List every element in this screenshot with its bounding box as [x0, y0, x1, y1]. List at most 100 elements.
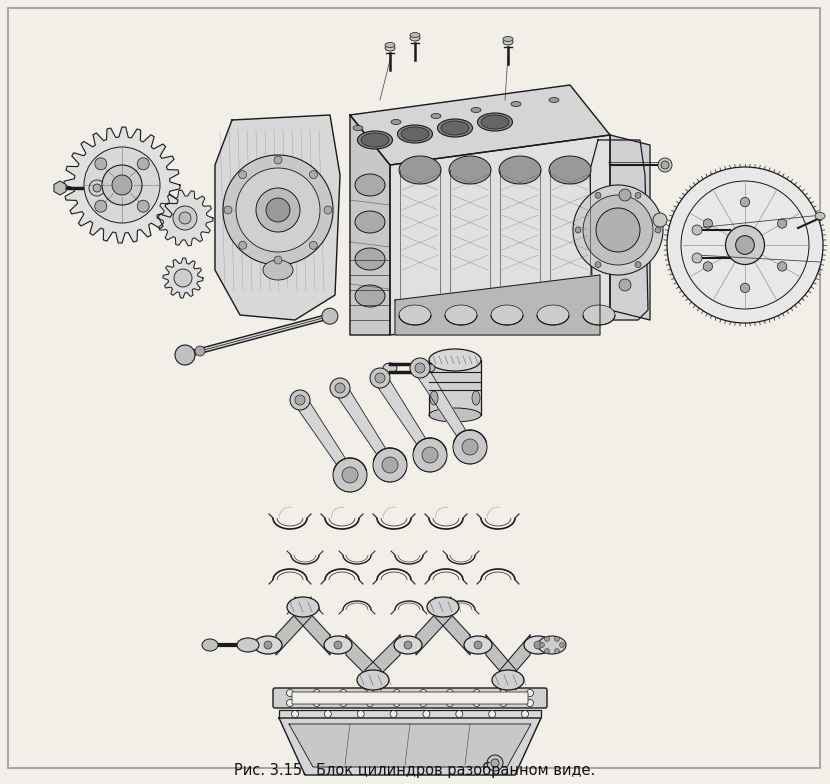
Ellipse shape [394, 636, 422, 654]
Polygon shape [435, 597, 470, 655]
Polygon shape [215, 115, 340, 320]
Circle shape [393, 689, 400, 696]
Circle shape [334, 641, 342, 649]
Circle shape [239, 241, 247, 249]
Circle shape [330, 378, 350, 398]
Polygon shape [374, 374, 434, 458]
Circle shape [447, 689, 453, 696]
Ellipse shape [398, 125, 432, 143]
Ellipse shape [355, 285, 385, 307]
Circle shape [95, 200, 107, 212]
Polygon shape [390, 135, 610, 335]
Circle shape [703, 262, 712, 271]
Ellipse shape [449, 156, 491, 184]
Ellipse shape [491, 305, 523, 325]
Circle shape [370, 368, 390, 388]
Circle shape [544, 648, 549, 654]
Ellipse shape [511, 101, 521, 107]
Circle shape [375, 373, 385, 383]
Polygon shape [295, 597, 330, 655]
Circle shape [473, 699, 481, 706]
Ellipse shape [583, 305, 615, 325]
Circle shape [339, 699, 347, 706]
Circle shape [619, 234, 631, 246]
Circle shape [137, 158, 149, 170]
Ellipse shape [472, 391, 480, 405]
Circle shape [554, 648, 559, 654]
Circle shape [333, 458, 367, 492]
Circle shape [423, 710, 430, 717]
Circle shape [404, 641, 412, 649]
Circle shape [491, 759, 499, 767]
Circle shape [325, 710, 331, 717]
Ellipse shape [287, 597, 319, 617]
Circle shape [473, 689, 481, 696]
Circle shape [415, 363, 425, 373]
Circle shape [256, 188, 300, 232]
Ellipse shape [357, 670, 389, 690]
Circle shape [595, 192, 601, 198]
Circle shape [554, 637, 559, 641]
Bar [429, 360, 481, 415]
Circle shape [692, 253, 702, 263]
Polygon shape [416, 597, 451, 655]
Ellipse shape [492, 670, 524, 690]
Ellipse shape [445, 305, 477, 325]
Circle shape [295, 395, 305, 405]
Ellipse shape [427, 597, 459, 617]
Ellipse shape [477, 113, 512, 131]
Ellipse shape [430, 391, 438, 405]
Ellipse shape [441, 121, 469, 135]
Ellipse shape [537, 305, 569, 325]
Ellipse shape [815, 212, 825, 220]
Ellipse shape [429, 349, 481, 371]
Polygon shape [334, 384, 394, 468]
Ellipse shape [471, 107, 481, 112]
Circle shape [456, 710, 463, 717]
Circle shape [526, 689, 534, 696]
Circle shape [342, 467, 358, 483]
Circle shape [179, 212, 191, 224]
Ellipse shape [358, 131, 393, 149]
FancyBboxPatch shape [292, 692, 528, 704]
Ellipse shape [549, 97, 559, 103]
Circle shape [291, 710, 299, 717]
Circle shape [422, 447, 438, 463]
Circle shape [500, 699, 507, 706]
Polygon shape [590, 140, 648, 320]
Circle shape [102, 165, 142, 205]
Ellipse shape [549, 156, 591, 184]
Ellipse shape [538, 636, 566, 654]
Ellipse shape [263, 260, 293, 280]
Circle shape [266, 198, 290, 222]
Circle shape [310, 171, 317, 179]
Circle shape [559, 643, 564, 648]
Circle shape [740, 283, 749, 292]
Circle shape [635, 262, 641, 267]
Circle shape [661, 161, 669, 169]
Circle shape [367, 699, 374, 706]
Circle shape [324, 206, 332, 214]
Circle shape [313, 689, 320, 696]
Polygon shape [276, 597, 311, 655]
Ellipse shape [410, 35, 420, 41]
Circle shape [313, 699, 320, 706]
Circle shape [667, 167, 823, 323]
Ellipse shape [254, 636, 282, 654]
Circle shape [195, 346, 205, 356]
Circle shape [544, 637, 549, 641]
Circle shape [489, 710, 496, 717]
Circle shape [357, 710, 364, 717]
FancyBboxPatch shape [273, 688, 547, 708]
Circle shape [420, 699, 427, 706]
Circle shape [474, 641, 482, 649]
Ellipse shape [410, 32, 420, 38]
Ellipse shape [324, 636, 352, 654]
Circle shape [619, 279, 631, 291]
Circle shape [223, 155, 333, 265]
Circle shape [595, 262, 601, 267]
Circle shape [322, 308, 338, 324]
Circle shape [500, 689, 507, 696]
Ellipse shape [237, 638, 259, 652]
Polygon shape [289, 724, 531, 767]
